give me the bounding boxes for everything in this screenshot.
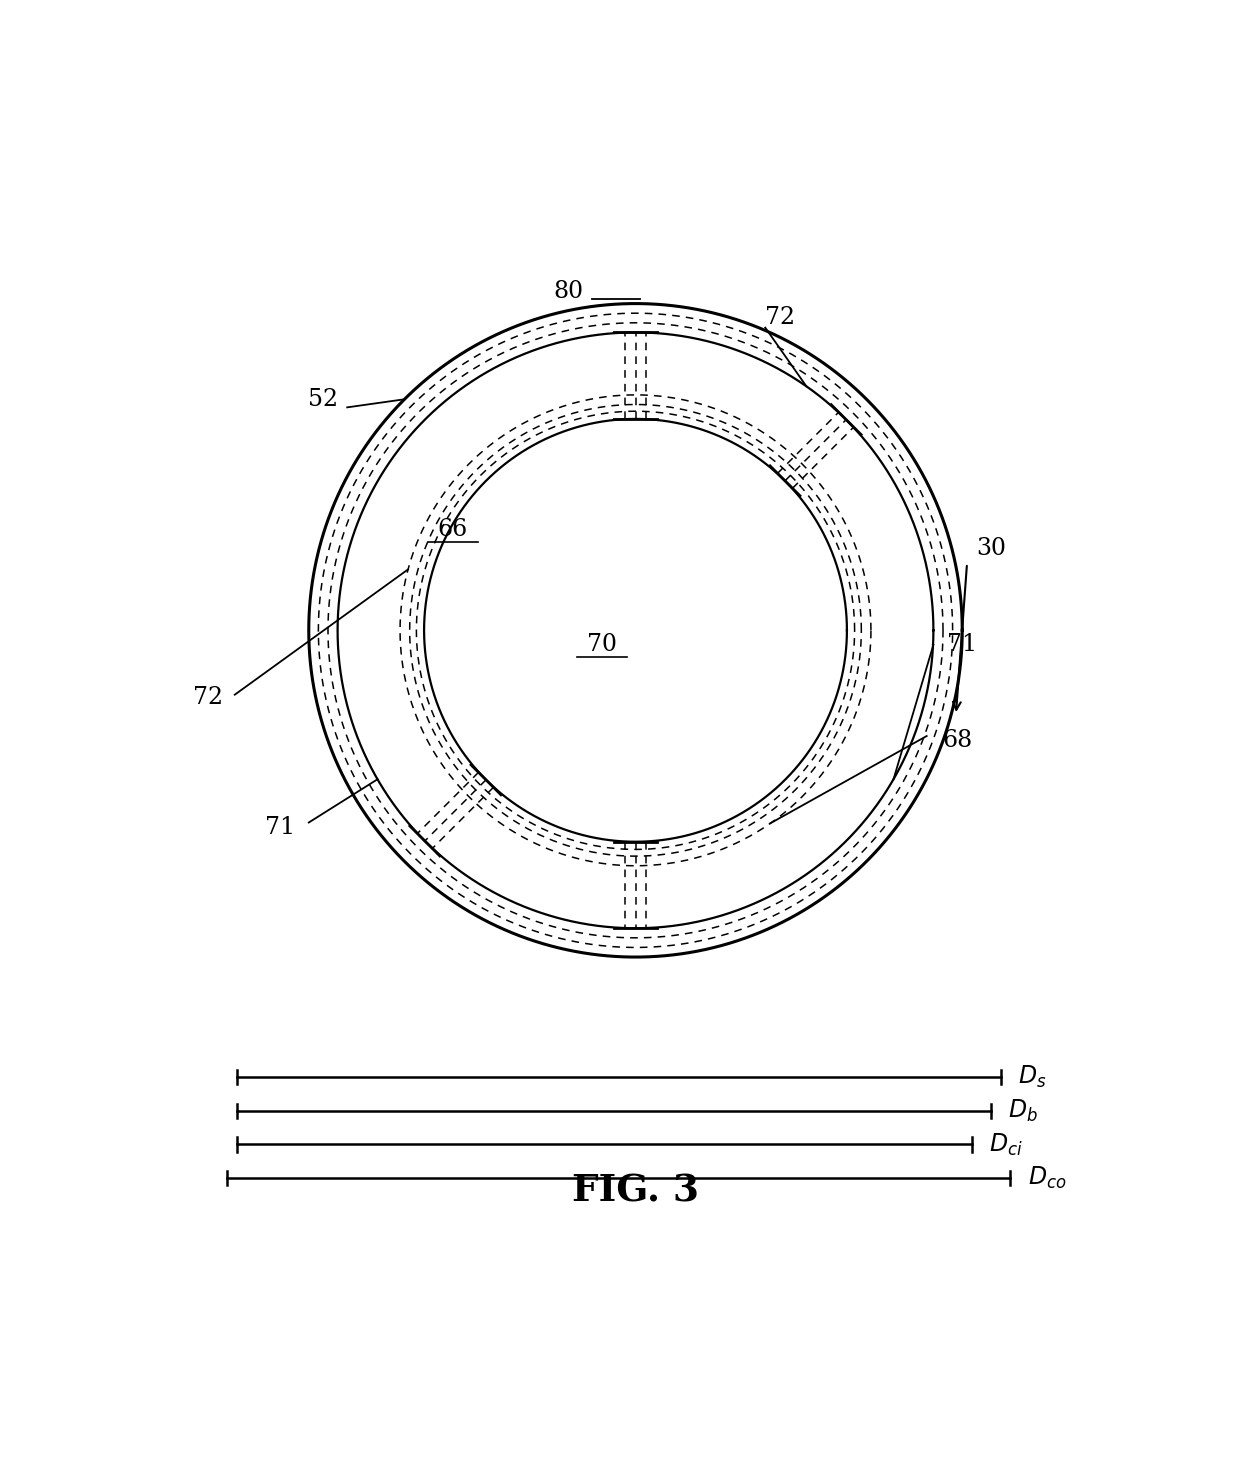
Text: $D_{ci}$: $D_{ci}$ — [990, 1131, 1023, 1157]
Text: 68: 68 — [942, 729, 972, 753]
Text: 52: 52 — [308, 389, 339, 411]
Text: 72: 72 — [192, 687, 223, 709]
Text: 30: 30 — [976, 537, 1006, 560]
Text: 66: 66 — [438, 518, 467, 541]
Text: FIG. 3: FIG. 3 — [572, 1172, 699, 1210]
Text: 71: 71 — [947, 634, 977, 656]
Text: $D_b$: $D_b$ — [1008, 1097, 1038, 1124]
Text: $D_{co}$: $D_{co}$ — [1028, 1165, 1066, 1191]
Text: 71: 71 — [265, 816, 295, 839]
Text: 70: 70 — [587, 634, 616, 656]
Text: 72: 72 — [765, 307, 795, 330]
Text: $D_s$: $D_s$ — [1018, 1064, 1047, 1090]
Text: 80: 80 — [553, 280, 583, 302]
